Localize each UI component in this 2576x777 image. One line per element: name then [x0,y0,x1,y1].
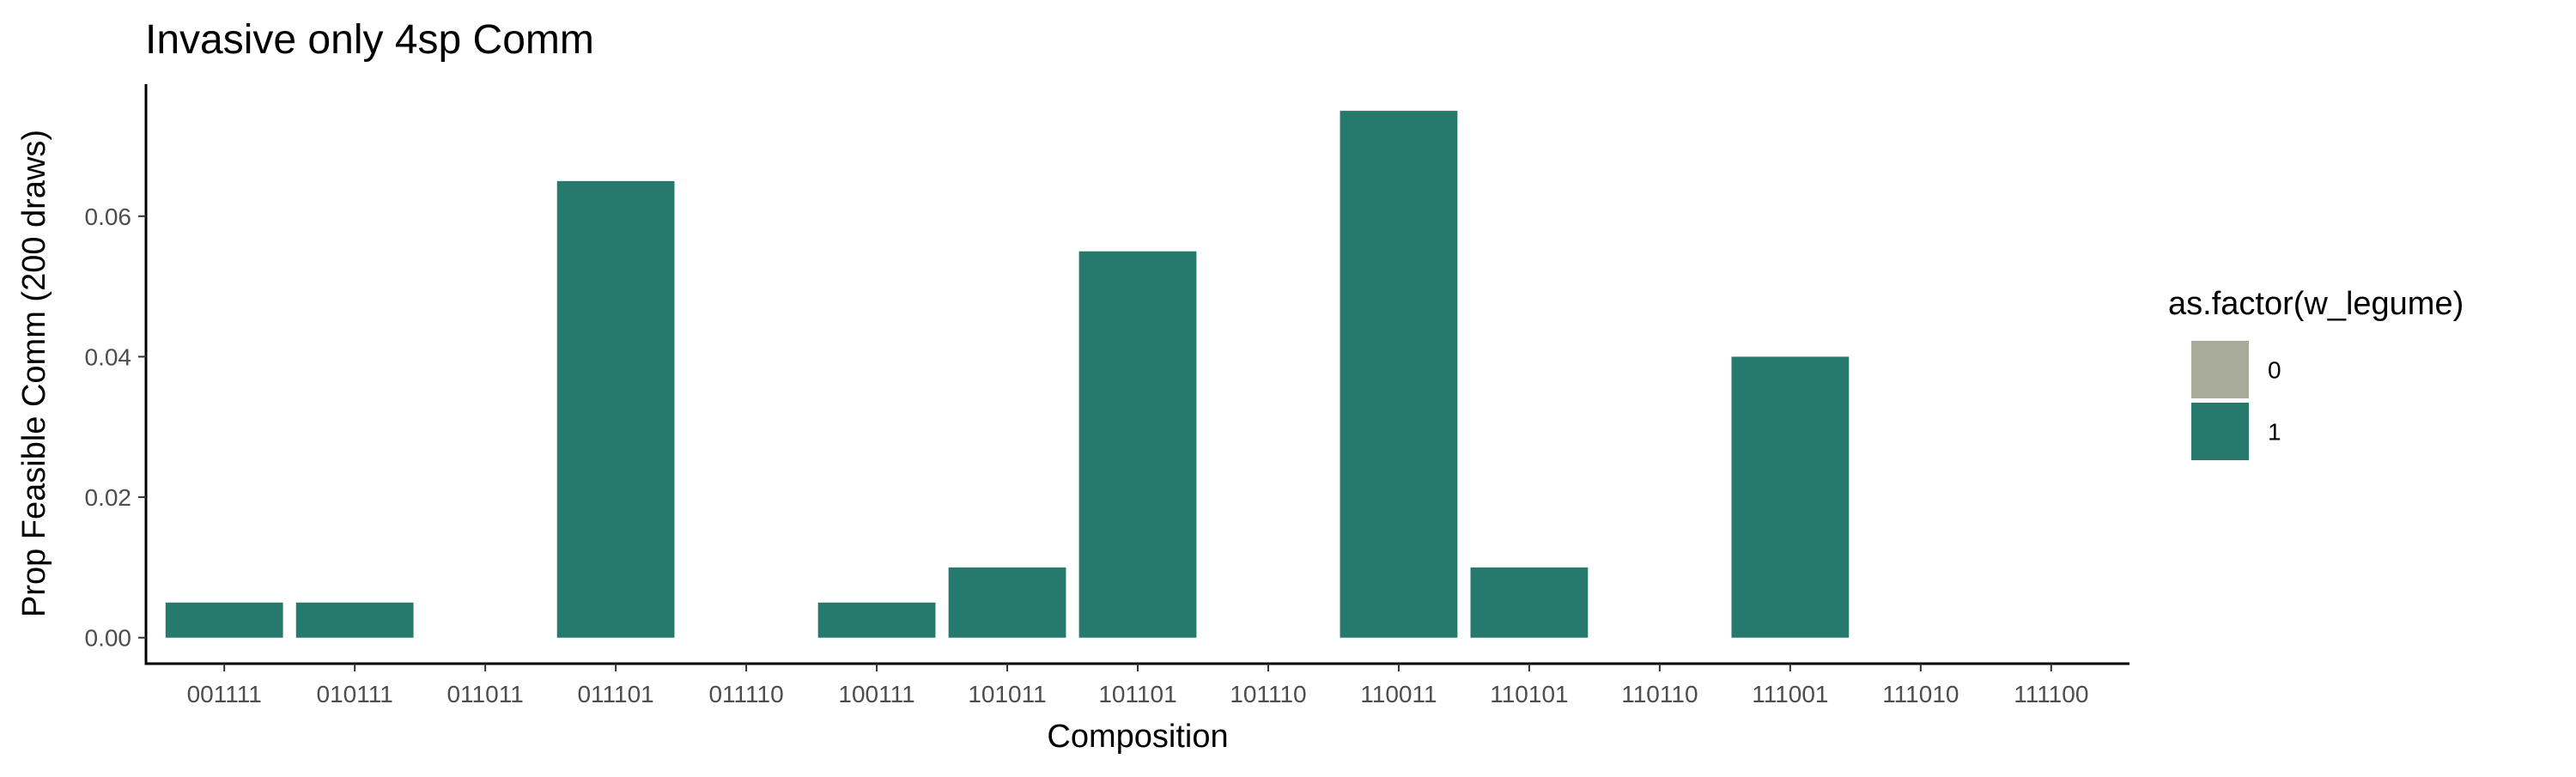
y-tick-label: 0.06 [85,203,132,230]
x-tick-label: 011101 [577,681,653,707]
y-tick-label: 0.02 [85,484,132,511]
x-tick-label: 011011 [447,681,523,707]
legend-key-0 [2191,341,2249,398]
bar-110101 [1470,567,1589,638]
bar-100111 [817,602,936,638]
x-tick-label: 110101 [1490,681,1568,707]
bar-101011 [948,567,1066,638]
bar-111001 [1731,356,1850,638]
x-tick-label: 111001 [1752,681,1828,707]
y-tick-label: 0.00 [85,625,132,652]
x-axis-ticks: 001111 010111 011011 011101 011110 100111 1010… [187,664,2088,707]
bar-011101 [556,180,675,638]
legend: as.factor(w_legume) 01 [2168,286,2464,460]
y-tick-label: 0.04 [85,343,132,370]
bar-010111 [295,602,414,638]
x-tick-label: 110011 [1360,681,1437,707]
x-tick-label: 111010 [1882,681,1959,707]
x-tick-label: 101110 [1230,681,1306,707]
bar-group [165,111,1850,638]
x-tick-label: 110110 [1621,681,1698,707]
y-axis-ticks: 0.00 0.02 0.04 0.06 [85,203,146,652]
x-tick-label: 010111 [317,681,393,707]
bar-110011 [1340,111,1458,638]
x-tick-label: 001111 [187,681,262,707]
x-tick-label: 101101 [1098,681,1176,707]
legend-label-0: 0 [2268,357,2281,384]
x-tick-label: 101011 [968,681,1046,707]
bar-001111 [165,602,283,638]
legend-entries: 01 [2191,341,2281,460]
bar-101101 [1078,251,1197,638]
x-tick-label: 111100 [2014,681,2088,707]
x-tick-label: 011110 [708,681,783,707]
y-axis-title: Prop Feasible Comm (200 draws) [16,130,52,617]
chart-title: Invasive only 4sp Comm [145,17,594,63]
legend-label-1: 1 [2268,419,2281,446]
x-axis-title: Composition [1047,719,1228,755]
x-tick-label: 100111 [838,681,914,707]
legend-title: as.factor(w_legume) [2168,286,2464,322]
legend-key-1 [2191,403,2249,460]
